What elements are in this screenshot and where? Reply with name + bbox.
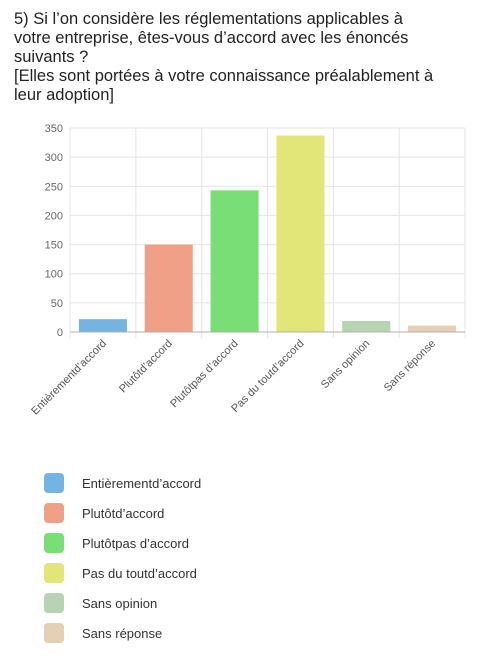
legend-label: Entièrementd’accord (82, 475, 202, 491)
title-line: votre entreprise, êtes-vous d’accord ave… (14, 29, 409, 47)
x-tick-label: Plutôtpas d’accord (168, 338, 240, 410)
bar (408, 325, 457, 332)
y-tick-label: 350 (45, 123, 63, 135)
legend-swatch (44, 503, 64, 523)
y-tick-label: 250 (45, 181, 63, 193)
legend-swatch (44, 623, 64, 643)
x-tick-label: Sans opinion (319, 338, 372, 391)
y-tick-label: 300 (45, 152, 63, 164)
bar (78, 319, 127, 332)
x-tick-label: Plutôtd’accord (117, 338, 175, 396)
x-tick-label: Entièrementd’accord (29, 338, 109, 418)
title-line: leur adoption] (14, 86, 114, 104)
legend-item[interactable]: Sans réponse (44, 618, 201, 648)
x-tick-label: Pas du toutd’accord (229, 338, 306, 415)
title-line: [Elles sont portées à votre connaissance… (14, 67, 434, 85)
legend-swatch (44, 473, 64, 493)
legend-swatch (44, 563, 64, 583)
y-tick-label: 0 (57, 327, 63, 339)
legend-item[interactable]: Plutôtd’accord (44, 498, 201, 528)
legend-item[interactable]: Entièrementd’accord (44, 468, 201, 498)
legend-label: Plutôtd’accord (82, 505, 165, 521)
legend-item[interactable]: Sans opinion (44, 588, 201, 618)
title-line: suivants ? (14, 48, 89, 66)
bar (144, 244, 193, 332)
chart-title: 5) Si l’on considère les réglementations… (14, 10, 476, 105)
legend-label: Plutôtpas d’accord (82, 535, 189, 551)
bar-chart: 0 50 100 150 200 250 300 350 Entièrementd’accord… (29, 123, 466, 418)
legend-item[interactable]: Plutôtpas d’accord (44, 528, 201, 558)
bar (210, 190, 259, 332)
legend-label: Pas du toutd’accord (82, 565, 197, 581)
bar (342, 320, 391, 332)
x-tick-label: Sans réponse (382, 338, 438, 394)
bar (276, 135, 325, 332)
y-tick-label: 150 (45, 240, 63, 252)
title-line: 5) Si l’on considère les réglementations… (14, 10, 403, 28)
y-tick-label: 50 (51, 298, 63, 310)
legend-label: Sans opinion (82, 595, 158, 611)
legend-item[interactable]: Pas du toutd’accord (44, 558, 201, 588)
legend-swatch (44, 593, 64, 613)
legend-label: Sans réponse (82, 625, 163, 641)
legend: Entièrementd’accord Plutôtd’accord Plutô… (44, 468, 201, 648)
y-tick-label: 200 (45, 210, 63, 222)
legend-swatch (44, 533, 64, 553)
y-tick-label: 100 (45, 269, 63, 281)
